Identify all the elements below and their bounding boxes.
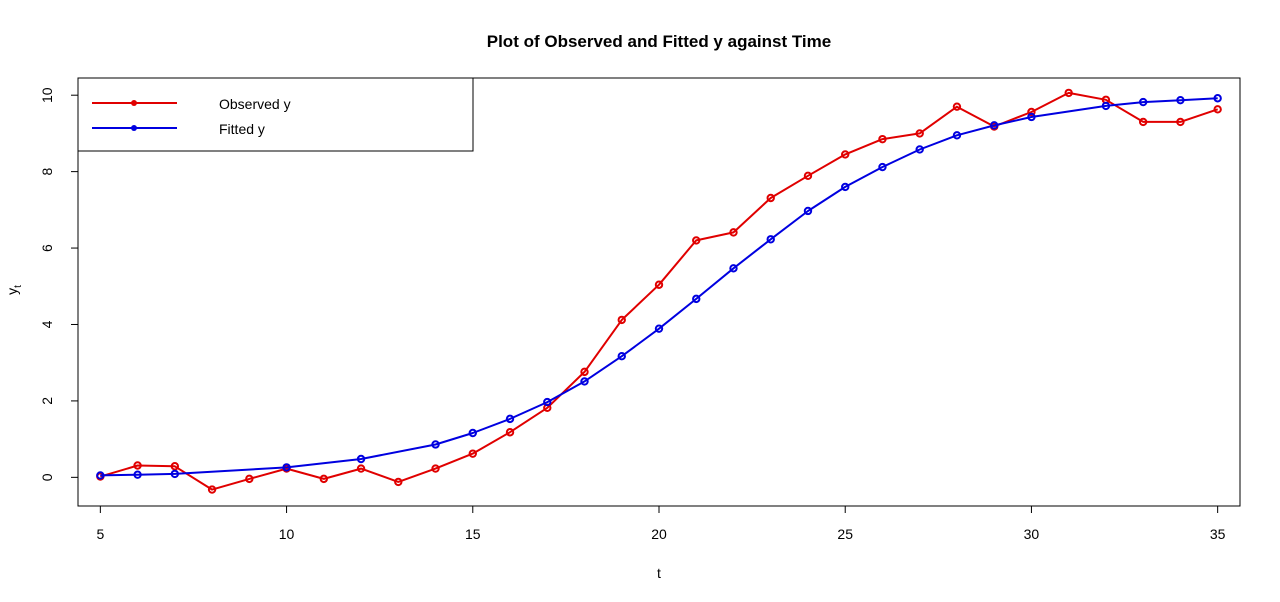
data-point-fitted-y — [1101, 101, 1111, 111]
data-point-observed-y — [729, 228, 738, 237]
x-tick-label: 20 — [651, 526, 667, 542]
data-point-fitted-y — [356, 454, 366, 464]
legend-observed-label: Observed y — [219, 96, 291, 112]
series-layer — [96, 88, 1222, 494]
x-tick-label: 15 — [465, 526, 481, 542]
data-point-fitted-y — [1138, 97, 1148, 107]
data-point-fitted-y — [1027, 112, 1036, 122]
x-tick-label: 10 — [279, 526, 295, 542]
data-point-fitted-y — [133, 470, 142, 479]
data-point-observed-y — [1027, 107, 1036, 117]
y-axis-label: y — [4, 288, 20, 295]
data-point-fitted-y — [915, 145, 924, 154]
data-point-fitted-y — [468, 428, 477, 438]
data-point-fitted-y — [282, 463, 291, 472]
data-point-observed-y — [394, 477, 403, 487]
data-point-observed-y — [319, 474, 329, 484]
data-point-observed-y — [170, 462, 180, 471]
data-point-observed-y — [766, 193, 775, 203]
y-axis-label-subscript: t — [13, 285, 24, 288]
data-point-observed-y — [505, 428, 515, 437]
data-point-observed-y — [1138, 117, 1148, 127]
data-point-observed-y — [617, 315, 626, 325]
data-point-observed-y — [431, 464, 440, 473]
data-point-observed-y — [878, 134, 887, 144]
x-tick-label: 5 — [96, 526, 104, 542]
data-point-fitted-y — [96, 471, 105, 480]
series-line-fitted-y — [100, 97, 1218, 477]
data-point-fitted-y — [505, 414, 515, 424]
data-point-fitted-y — [431, 440, 440, 449]
data-point-fitted-y — [1176, 95, 1185, 105]
data-point-observed-y — [803, 171, 813, 181]
y-tick-label: 0 — [39, 473, 55, 481]
y-tick-label: 2 — [39, 397, 55, 405]
x-axis-label: t — [657, 565, 661, 581]
data-point-observed-y — [356, 464, 366, 473]
data-point-fitted-y — [543, 397, 552, 407]
data-point-observed-y — [1213, 105, 1222, 114]
data-point-fitted-y — [170, 469, 180, 479]
legend-fitted-label: Fitted y — [219, 121, 265, 137]
data-point-fitted-y — [617, 352, 626, 361]
x-axis: 5 10 15 20 25 30 35 — [96, 505, 1226, 542]
data-point-fitted-y — [766, 235, 775, 244]
chart-title: Plot of Observed and Fitted y against Ti… — [487, 32, 831, 51]
data-point-observed-y — [841, 150, 850, 159]
series-line-observed-y — [100, 91, 1219, 491]
data-point-fitted-y — [729, 264, 738, 273]
data-point-fitted-y — [878, 162, 887, 172]
y-tick-label: 10 — [39, 87, 55, 103]
y-tick-label: 4 — [39, 320, 55, 328]
data-point-observed-y — [1064, 88, 1073, 98]
data-point-observed-y — [654, 280, 664, 289]
data-point-observed-y — [133, 461, 142, 470]
data-point-observed-y — [952, 102, 962, 111]
y-axis: 0 2 4 6 8 10 — [39, 87, 79, 481]
legend-fitted-marker — [131, 125, 137, 131]
data-point-fitted-y — [803, 206, 813, 216]
x-tick-label: 25 — [837, 526, 853, 542]
legend: Observed y Fitted y — [77, 77, 474, 152]
data-point-fitted-y — [1213, 94, 1222, 103]
data-point-fitted-y — [989, 121, 999, 130]
data-point-observed-y — [245, 474, 254, 484]
data-point-fitted-y — [580, 377, 589, 386]
data-point-fitted-y — [952, 131, 962, 140]
x-tick-label: 35 — [1210, 526, 1226, 542]
svg-text:yt: yt — [4, 285, 24, 295]
data-point-observed-y — [207, 485, 217, 494]
data-point-observed-y — [915, 129, 924, 138]
data-point-observed-y — [692, 236, 701, 245]
data-point-observed-y — [580, 367, 589, 377]
data-point-fitted-y — [841, 182, 850, 192]
y-axis-label-group: yt — [4, 285, 24, 295]
y-tick-label: 6 — [39, 244, 55, 252]
data-point-fitted-y — [692, 294, 701, 304]
data-point-observed-y — [1176, 117, 1185, 127]
legend-box — [77, 77, 474, 152]
legend-observed-marker — [131, 100, 137, 106]
y-tick-label: 8 — [39, 168, 55, 176]
data-point-observed-y — [468, 449, 477, 458]
series-fitted-y — [96, 94, 1222, 480]
data-point-fitted-y — [654, 324, 664, 333]
x-tick-label: 30 — [1024, 526, 1040, 542]
